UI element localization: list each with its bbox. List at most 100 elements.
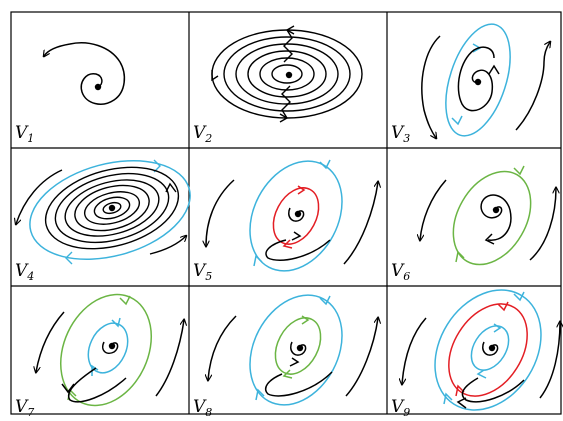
arrow-v6-green-bottom (455, 250, 465, 263)
arrow-v4-spiral (165, 182, 177, 193)
panel-v6: V6 (391, 165, 556, 283)
limit-cycle-v7-blue (87, 322, 129, 374)
crease-v2-top (283, 29, 293, 63)
spiral-v9-between (461, 377, 525, 403)
limit-cycle-v3-blue (445, 23, 511, 137)
spiral-v4-ring-4 (74, 184, 150, 232)
limit-cycle-v6-green (452, 170, 532, 266)
spiral-v4-ring-1 (44, 166, 180, 250)
outer-trajectory-v7-left (36, 311, 65, 372)
arrow-v5-red-bottom (282, 239, 293, 249)
spiral-v7-between (67, 367, 127, 403)
arrow-v2-left (211, 70, 219, 82)
outer-trajectory-v8-right (345, 318, 378, 397)
panel-v5: V5 (193, 159, 378, 283)
limit-cycle-v5-red (272, 187, 320, 245)
orbit-v2-4 (247, 50, 327, 98)
arrow-v9-blue-outer-top (513, 291, 525, 302)
outer-trajectory-v6-right (529, 188, 556, 261)
arrow-v3-spiral (488, 64, 500, 75)
arrow-v7-blue-top (111, 317, 121, 328)
arrow-v8-blue-top (319, 295, 331, 306)
panel-label-v2: V2 (193, 123, 212, 145)
panel-label-v4: V4 (15, 261, 34, 283)
panel-label-v8: V8 (193, 397, 212, 416)
outer-trajectory-v5-left (206, 179, 235, 246)
limit-cycle-v9-red (448, 303, 528, 397)
fixed-point-v8 (296, 344, 304, 352)
panel-v9: V9 (391, 289, 563, 419)
arrow-v5-blue-top (319, 159, 331, 170)
spiral-v4-ring-5 (83, 191, 141, 225)
arrow-v9-blue-inner-top (493, 323, 502, 333)
outer-trajectory-v3-left (421, 35, 441, 138)
spiral-v4-ring-6 (93, 196, 131, 220)
outer-trajectory-v4-left (16, 169, 63, 224)
arrow-v8-green-bottom (282, 369, 293, 379)
panel-v1: V1 (15, 42, 126, 145)
outer-trajectory-v5-right (343, 182, 378, 265)
arrow-v9-red-top (497, 301, 509, 312)
spiral-v6 (480, 194, 512, 241)
spiral-v4 (44, 166, 180, 250)
arrow-v7-green-top (119, 295, 131, 306)
spiral-v5-inner (288, 207, 305, 222)
spiral-v4-ring-7 (102, 201, 122, 215)
arrow-v9-red-bottom (455, 384, 465, 397)
fixed-point-v6 (492, 206, 500, 214)
arrow-v8-blue-bottom (255, 388, 265, 401)
arrow-v6-spiral (484, 233, 495, 245)
spiral-v8-between (264, 371, 333, 397)
fixed-point-v3 (474, 78, 482, 86)
spiral-v1 (44, 42, 126, 105)
arrow-v9-blue-outer-bottom (443, 392, 453, 405)
fixed-point-v2 (285, 71, 293, 79)
arrow-v4-blue-top (153, 159, 161, 173)
outer-trajectory-v9-left (402, 317, 427, 384)
limit-cycle-v4-blue (29, 160, 191, 260)
outer-trajectory-v6-left (420, 179, 447, 240)
orbit-v2-2 (223, 36, 351, 112)
orbit-v2-5 (259, 57, 315, 91)
outer-trajectory-v9-right (539, 322, 560, 399)
arrow-v5-inner (291, 231, 302, 241)
spiral-v8-inner (290, 341, 307, 356)
panel-v7: V7 (15, 293, 184, 419)
limit-cycle-v8-green (274, 317, 322, 375)
outer-trajectory-v4-right (149, 236, 186, 255)
spiral-v3 (457, 46, 495, 112)
outer-trajectory-v7-right (155, 320, 184, 397)
arrow-v7-between (61, 383, 75, 394)
outer-trajectory-v8-left (208, 315, 237, 380)
arrow-v8-inner (289, 357, 300, 367)
arrow-v6-green-top (513, 165, 525, 176)
panel-label-v7: V7 (15, 397, 34, 416)
panel-label-v9: V9 (391, 397, 410, 416)
panel-label-v6: V6 (391, 261, 410, 283)
arrow-v4-blue-bottom (65, 251, 73, 265)
arrow-v5-blue-bottom (253, 254, 263, 267)
arrow-v2-bottom (279, 113, 289, 123)
spiral-v7-inner (102, 341, 119, 354)
arrow-v9-between (456, 397, 467, 409)
fixed-point-v4 (108, 204, 116, 212)
panel-v2: V2 (193, 25, 363, 145)
panel-label-v1: V1 (15, 123, 34, 145)
fixed-point-v9 (488, 344, 496, 352)
panel-v3: V3 (391, 23, 550, 145)
crease-v2-bottom (281, 85, 291, 119)
fixed-point-v1 (94, 83, 102, 91)
panel-v4: V4 (15, 159, 191, 283)
spiral-v4-ring-2 (54, 172, 170, 244)
grid (10, 11, 562, 415)
fixed-point-v7 (108, 342, 116, 350)
arrow-v3-blue-bottom (451, 115, 463, 126)
limit-cycle-v9-blue-inner (470, 325, 510, 371)
arrow-v2-top (285, 25, 295, 35)
limit-cycle-v8-blue (249, 294, 343, 406)
arrow-v8-green-top (301, 315, 310, 325)
fixed-point-v5 (294, 210, 302, 218)
spiral-v5-between (265, 239, 331, 261)
